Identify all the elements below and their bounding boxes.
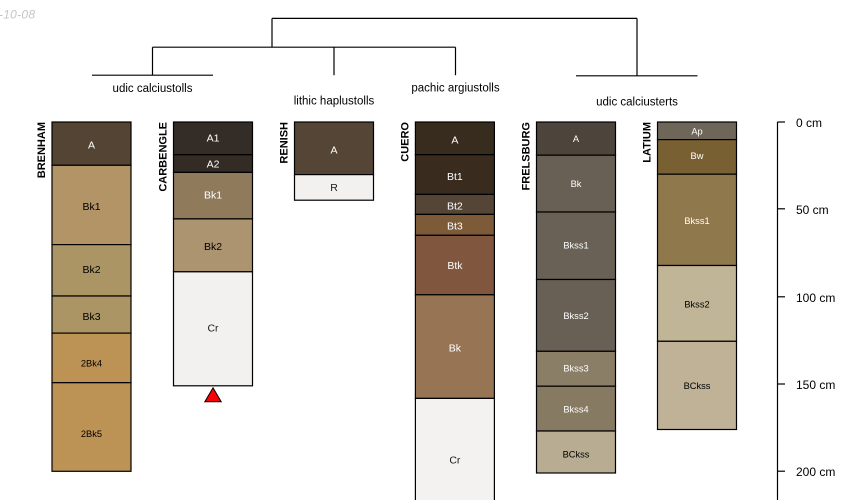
svg-text:Cr: Cr — [449, 455, 461, 467]
svg-text:pachic argiustolls: pachic argiustolls — [411, 82, 499, 94]
svg-text:A2: A2 — [207, 158, 220, 170]
svg-text:Bkss2: Bkss2 — [684, 299, 709, 309]
svg-text:Bt2: Bt2 — [447, 201, 463, 213]
svg-text:0 cm: 0 cm — [796, 116, 822, 130]
svg-text:A: A — [330, 144, 337, 156]
svg-text:Bkss1: Bkss1 — [684, 216, 709, 226]
svg-text:udic calciustolls: udic calciustolls — [113, 83, 193, 95]
svg-text:Bkss2: Bkss2 — [563, 311, 588, 321]
svg-text:Bkss1: Bkss1 — [563, 240, 588, 250]
svg-text:2Bk5: 2Bk5 — [81, 429, 102, 439]
svg-text:Bkss3: Bkss3 — [563, 364, 588, 374]
svg-text:R: R — [330, 182, 338, 194]
svg-text:RENISH: RENISH — [279, 122, 291, 164]
svg-text:Bk2: Bk2 — [204, 241, 222, 253]
svg-text:Bk: Bk — [571, 179, 582, 189]
svg-text:Bw: Bw — [691, 151, 704, 161]
svg-text:Btk: Btk — [447, 260, 463, 272]
svg-text:50 cm: 50 cm — [796, 203, 829, 217]
svg-text:Bt1: Bt1 — [447, 171, 463, 183]
svg-text:udic calciusterts: udic calciusterts — [596, 96, 678, 108]
svg-text:A: A — [88, 140, 95, 152]
svg-text:150 cm: 150 cm — [796, 378, 835, 392]
svg-text:LATIUM: LATIUM — [642, 122, 654, 163]
svg-text:Bt3: Bt3 — [447, 220, 463, 232]
svg-text:Bk1: Bk1 — [204, 190, 222, 202]
svg-text:100 cm: 100 cm — [796, 291, 835, 305]
svg-text:Bk1: Bk1 — [82, 201, 100, 213]
svg-text:BRENHAM: BRENHAM — [36, 122, 48, 178]
svg-text:A: A — [573, 134, 580, 144]
svg-text:Ap: Ap — [691, 127, 702, 137]
svg-text:Bk2: Bk2 — [82, 264, 100, 276]
svg-text:Bkss4: Bkss4 — [563, 405, 588, 415]
svg-text:Bk3: Bk3 — [82, 311, 100, 323]
svg-text:CUERO: CUERO — [399, 122, 411, 162]
svg-text:Cr: Cr — [207, 323, 219, 335]
svg-text:Bk: Bk — [449, 342, 462, 354]
svg-text:lithic haplustolls: lithic haplustolls — [294, 96, 375, 108]
svg-text:2014-10-08: 2014-10-08 — [0, 8, 35, 22]
svg-text:200 cm: 200 cm — [796, 465, 835, 479]
svg-text:BCkss: BCkss — [684, 381, 711, 391]
svg-text:2Bk4: 2Bk4 — [81, 359, 102, 369]
svg-text:CARBENGLE: CARBENGLE — [158, 122, 170, 192]
svg-text:A1: A1 — [207, 133, 220, 145]
svg-text:FRELSBURG: FRELSBURG — [521, 122, 533, 190]
svg-text:A: A — [451, 135, 458, 147]
svg-text:BCkss: BCkss — [563, 450, 590, 460]
